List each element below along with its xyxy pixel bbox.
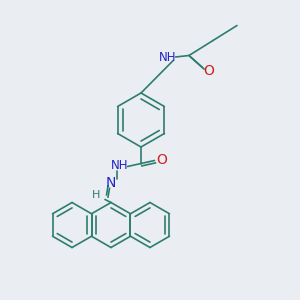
- Text: NH: NH: [159, 50, 177, 64]
- Text: O: O: [204, 64, 214, 78]
- Text: NH: NH: [111, 159, 129, 172]
- Text: N: N: [106, 176, 116, 190]
- Text: O: O: [157, 153, 167, 166]
- Text: H: H: [92, 190, 100, 200]
